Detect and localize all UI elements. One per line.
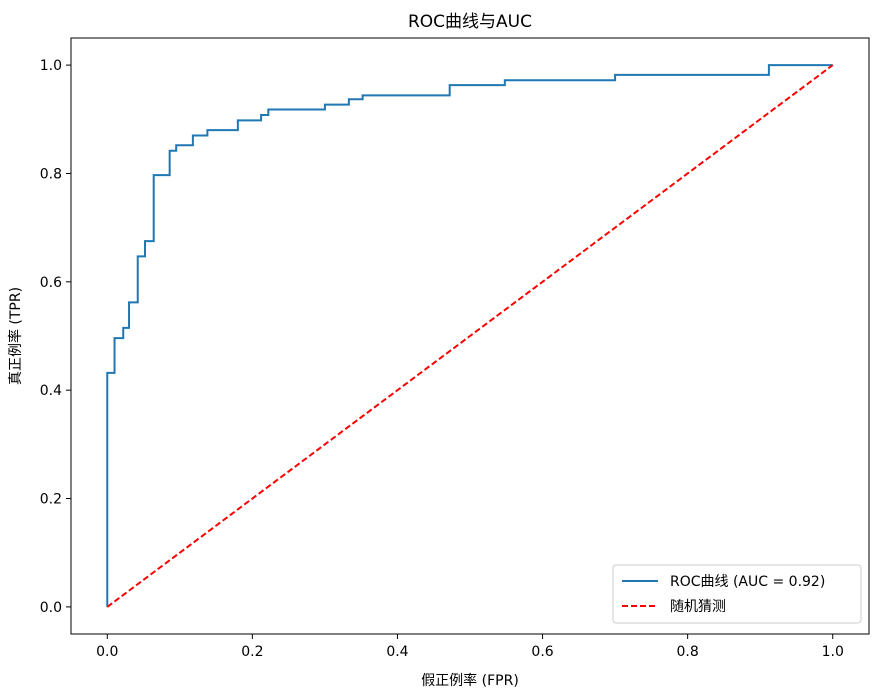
legend-box [612,564,862,624]
y-tick-label: 0.8 [40,166,62,182]
plot-area [106,64,834,608]
roc-curve-line [106,64,833,607]
x-tick-label: 0.0 [96,644,118,660]
legend: ROC曲线 (AUC = 0.92) 随机猜测 [612,564,862,624]
y-axis-label: 真正例率 (TPR) [7,287,24,385]
x-axis-ticks: 0.0 0.2 0.4 0.6 0.8 1.0 [96,634,844,660]
x-tick-label: 1.0 [822,644,844,660]
x-tick-label: 0.2 [241,644,263,660]
x-axis-label: 假正例率 (FPR) [421,672,519,689]
x-tick-label: 0.4 [386,644,408,660]
x-tick-label: 0.8 [677,644,699,660]
chart-title: ROC曲线与AUC [408,12,532,32]
y-tick-label: 0.6 [40,275,62,291]
x-tick-label: 0.6 [531,644,553,660]
y-tick-label: 0.2 [40,492,62,508]
y-tick-label: 1.0 [40,58,62,74]
legend-label-random: 随机猜测 [670,599,726,615]
axes-frame [70,37,870,635]
legend-label-roc: ROC曲线 (AUC = 0.92) [670,574,825,590]
y-axis-ticks: 0.0 0.2 0.4 0.6 0.8 1.0 [40,58,71,616]
y-tick-label: 0.0 [40,600,62,616]
y-tick-label: 0.4 [40,383,62,399]
random-guess-line [106,64,834,608]
